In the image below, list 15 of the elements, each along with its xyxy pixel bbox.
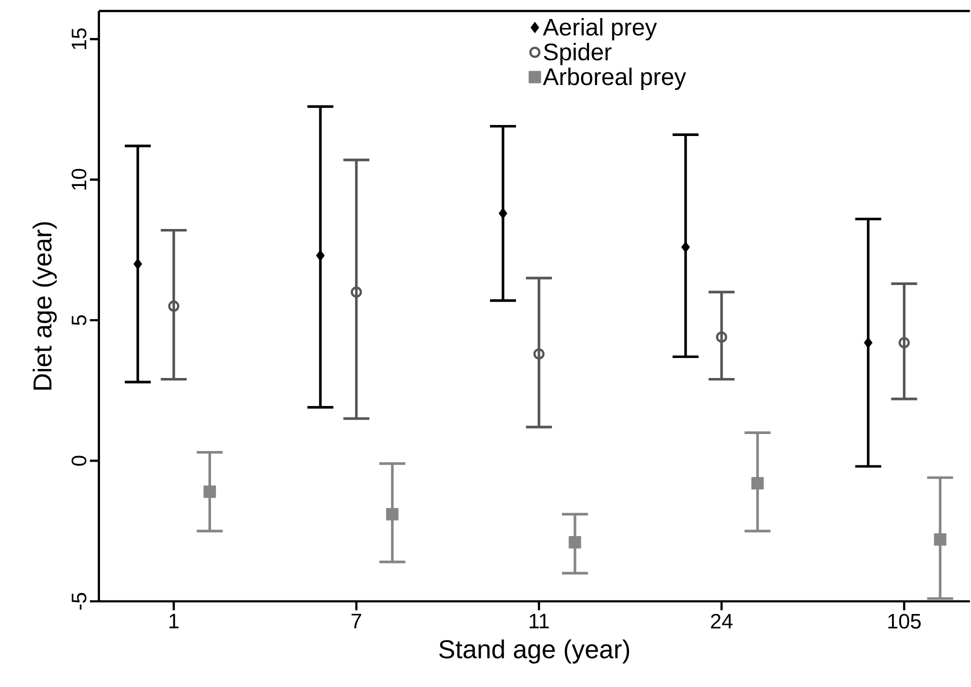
x-tick-label: 1 bbox=[170, 614, 179, 628]
x-axis-title: Stand age (year) bbox=[439, 639, 630, 664]
x-tick-label: 7 bbox=[352, 614, 362, 628]
y-tick-label: 5 bbox=[72, 315, 86, 326]
y-tick-label: -5 bbox=[72, 592, 86, 610]
legend-label: Aerial prey bbox=[542, 18, 657, 40]
x-tick-label: 11 bbox=[530, 614, 549, 628]
x-tick-label: 105 bbox=[888, 614, 921, 629]
y-tick-label: 0 bbox=[72, 456, 86, 466]
legend-label: Arboreal prey bbox=[542, 68, 686, 90]
y-tick-label: 15 bbox=[72, 28, 86, 50]
x-tick-label: 24 bbox=[710, 614, 733, 628]
y-axis-title: Diet age (year) bbox=[32, 222, 57, 390]
y-tick-label: 10 bbox=[72, 168, 86, 190]
legend-label: Spider bbox=[544, 42, 612, 66]
